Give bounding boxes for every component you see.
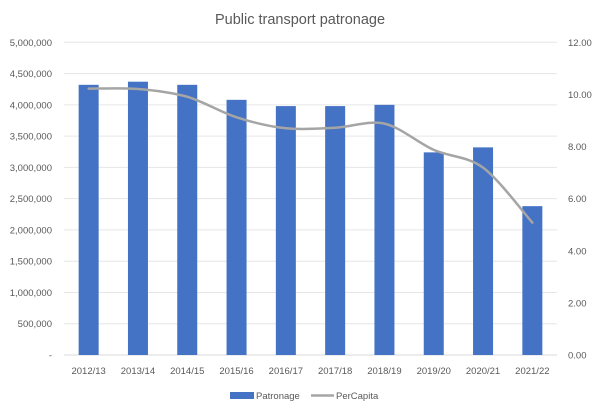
x-tick-label: 2018/19 [367, 366, 401, 377]
x-tick-label: 2014/15 [170, 366, 204, 377]
bars [78, 81, 543, 356]
bar-2015/16 [226, 99, 247, 356]
bar-2012/13 [78, 84, 99, 355]
right-tick-label: 10.00 [568, 90, 592, 101]
percapita-line-group [87, 87, 534, 224]
left-tick-label: 4,000,000 [10, 100, 52, 111]
right-tick-label: 12.00 [568, 38, 592, 49]
left-tick-label: - [49, 351, 52, 362]
left-tick-label: 3,000,000 [10, 163, 52, 174]
left-tick-label: 5,000,000 [10, 38, 52, 49]
chart-title: Public transport patronage [215, 12, 385, 28]
x-tick-label: 2015/16 [219, 366, 253, 377]
legend-label-patronage: Patronage [256, 391, 300, 402]
left-tick-label: 1,000,000 [10, 288, 52, 299]
x-tick-label: 2013/14 [121, 366, 155, 377]
x-tick-label: 2017/18 [318, 366, 352, 377]
x-tick-label: 2019/20 [417, 366, 451, 377]
right-tick-label: 4.00 [568, 246, 587, 257]
bar-2016/17 [275, 106, 296, 356]
x-tick-label: 2012/13 [71, 366, 105, 377]
bar-2021/22 [522, 206, 543, 355]
bar-2020/21 [473, 147, 494, 355]
right-tick-label: 2.00 [568, 298, 587, 309]
bar-2013/14 [127, 81, 148, 356]
left-tick-label: 500,000 [18, 319, 52, 330]
left-axis-ticks: - 500,000 1,000,000 1,500,000 2,000,000 2,500… [10, 38, 52, 362]
left-tick-label: 1,500,000 [10, 257, 52, 268]
right-tick-label: 0.00 [568, 351, 587, 362]
right-tick-label: 8.00 [568, 142, 587, 153]
right-tick-label: 6.00 [568, 194, 587, 205]
bar-2019/20 [423, 152, 444, 355]
legend-label-percapita: PerCapita [336, 391, 379, 402]
legend: Patronage PerCapita [230, 391, 379, 402]
left-tick-label: 4,500,000 [10, 69, 52, 80]
percapita-line [87, 87, 534, 224]
bar-2018/19 [374, 104, 395, 355]
x-tick-label: 2020/21 [466, 366, 500, 377]
x-tick-label: 2021/22 [515, 366, 549, 377]
x-axis-ticks: 2012/13 2013/14 2014/15 2015/16 2016/17 2017/… [71, 366, 549, 377]
left-tick-label: 2,000,000 [10, 225, 52, 236]
bar-2017/18 [325, 106, 346, 356]
x-tick-label: 2016/17 [269, 366, 303, 377]
left-tick-label: 2,500,000 [10, 194, 52, 205]
legend-swatch-patronage [230, 392, 254, 399]
left-tick-label: 3,500,000 [10, 132, 52, 143]
bar-2014/15 [177, 84, 198, 355]
right-axis-ticks: 0.00 2.00 4.00 6.00 8.00 10.00 12.00 [568, 38, 592, 362]
